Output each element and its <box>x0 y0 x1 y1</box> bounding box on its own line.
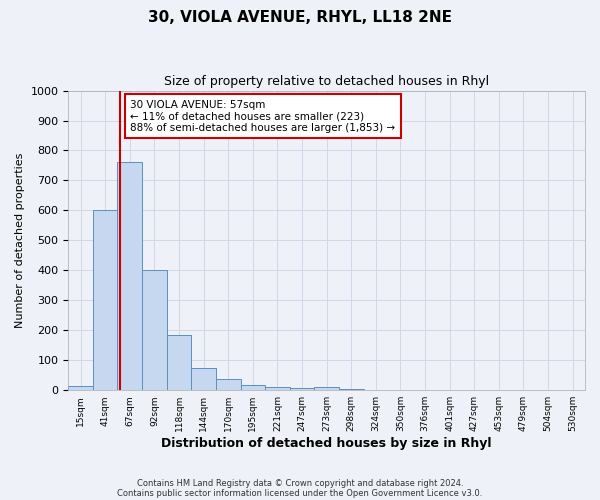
Bar <box>314 387 339 390</box>
Bar <box>290 388 314 390</box>
Bar <box>265 386 290 390</box>
Bar <box>241 385 265 390</box>
Text: Contains public sector information licensed under the Open Government Licence v3: Contains public sector information licen… <box>118 488 482 498</box>
Text: Contains HM Land Registry data © Crown copyright and database right 2024.: Contains HM Land Registry data © Crown c… <box>137 478 463 488</box>
Bar <box>142 270 167 390</box>
Bar <box>191 368 216 390</box>
X-axis label: Distribution of detached houses by size in Rhyl: Distribution of detached houses by size … <box>161 437 492 450</box>
Y-axis label: Number of detached properties: Number of detached properties <box>15 152 25 328</box>
Bar <box>118 162 142 390</box>
Bar <box>216 379 241 390</box>
Bar <box>339 388 364 390</box>
Bar <box>68 386 93 390</box>
Text: 30, VIOLA AVENUE, RHYL, LL18 2NE: 30, VIOLA AVENUE, RHYL, LL18 2NE <box>148 10 452 25</box>
Bar <box>93 210 118 390</box>
Title: Size of property relative to detached houses in Rhyl: Size of property relative to detached ho… <box>164 75 489 88</box>
Bar <box>167 335 191 390</box>
Text: 30 VIOLA AVENUE: 57sqm
← 11% of detached houses are smaller (223)
88% of semi-de: 30 VIOLA AVENUE: 57sqm ← 11% of detached… <box>130 100 395 132</box>
